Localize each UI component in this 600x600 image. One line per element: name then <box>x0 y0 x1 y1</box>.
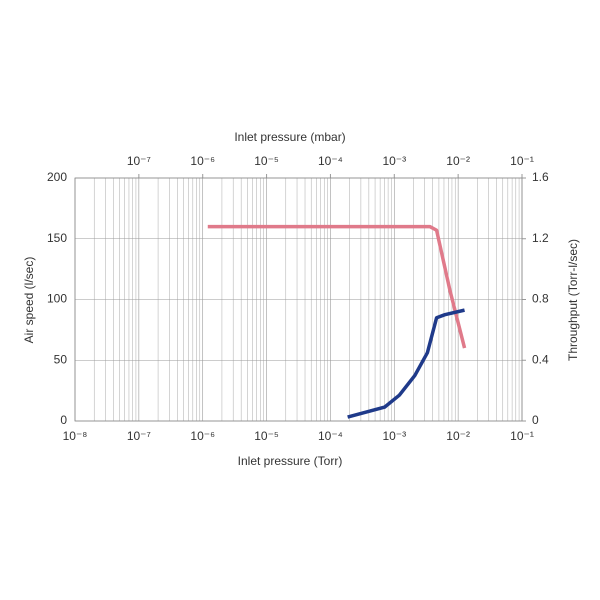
y-tick-label: 150 <box>47 231 67 245</box>
series-line <box>347 308 465 419</box>
x-tick-label: 10⁻² <box>446 429 470 443</box>
series-line <box>207 224 467 349</box>
x2-tick-label: 10⁻¹ <box>510 154 534 168</box>
x2-axis-title: Inlet pressure (mbar) <box>234 130 345 144</box>
x-tick-label: 10⁻⁴ <box>318 429 343 443</box>
x-tick-label: 10⁻⁵ <box>254 429 279 443</box>
x2-tick-label: 10⁻³ <box>382 154 406 168</box>
y-axis-title: Air speed (l/sec) <box>22 257 36 344</box>
x-tick-label: 10⁻⁸ <box>63 429 88 443</box>
x2-tick-label: 10⁻⁶ <box>190 154 215 168</box>
y-tick-label: 100 <box>47 292 67 306</box>
y2-tick-label: 1.2 <box>532 231 549 245</box>
x-tick-label: 10⁻⁷ <box>127 429 151 443</box>
x2-tick-label: 10⁻⁴ <box>318 154 343 168</box>
x-tick-label: 10⁻³ <box>382 429 406 443</box>
x2-tick-label: 10⁻² <box>446 154 470 168</box>
y-tick-label: 0 <box>60 413 67 427</box>
y2-tick-label: 0.8 <box>532 292 549 306</box>
y-tick-label: 200 <box>47 170 67 184</box>
y2-tick-label: 0.4 <box>532 352 549 366</box>
x2-tick-label: 10⁻⁷ <box>127 154 151 168</box>
x-tick-label: 10⁻¹ <box>510 429 534 443</box>
y-tick-label: 50 <box>54 352 68 366</box>
x-axis-title: Inlet pressure (Torr) <box>238 454 343 468</box>
plot-frame <box>74 177 523 422</box>
y2-axis-title: Throughput (Torr-l/sec) <box>566 239 580 361</box>
x-tick-label: 10⁻⁶ <box>190 429 215 443</box>
x2-tick-label: 10⁻⁵ <box>254 154 279 168</box>
y2-tick-label: 0 <box>532 413 539 427</box>
y2-tick-label: 1.6 <box>532 170 549 184</box>
